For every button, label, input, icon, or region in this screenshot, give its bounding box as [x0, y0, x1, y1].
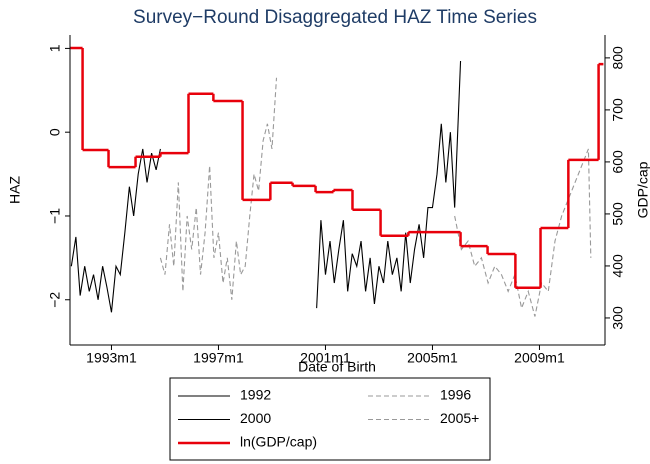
x-axis-label: Date of Birth [298, 359, 376, 375]
y-tick-label: 1 [47, 44, 63, 52]
series-line [70, 148, 161, 313]
y2-tick-label: 500 [610, 202, 626, 226]
y2-axis-label: GDP/cap [635, 161, 650, 218]
x-tick-label: 2009m1 [514, 350, 565, 366]
y-tick-label: 0 [47, 128, 63, 136]
y2-tick-label: 800 [610, 46, 626, 70]
legend-label: 1996 [440, 387, 471, 403]
legend-label: 1992 [240, 387, 271, 403]
y-axis-label: HAZ [7, 176, 23, 204]
x-tick-label: 1997m1 [193, 350, 244, 366]
series-line [159, 77, 278, 300]
x-tick-label: 2001m1 [300, 350, 351, 366]
y-tick-label: −2 [47, 292, 63, 308]
chart-title: Survey−Round Disaggregated HAZ Time Seri… [133, 7, 537, 28]
x-tick-label: 2005m1 [407, 350, 458, 366]
legend-label: 2000 [240, 410, 271, 426]
series-line [316, 60, 462, 309]
y2-tick-label: 400 [610, 254, 626, 278]
series-line [454, 148, 592, 317]
legend-label: ln(GDP/cap) [240, 434, 317, 450]
y-tick-label: −1 [47, 208, 63, 224]
y2-tick-label: 300 [610, 306, 626, 330]
legend-label: 2005+ [440, 410, 479, 426]
x-tick-label: 1993m1 [86, 350, 137, 366]
y2-tick-label: 600 [610, 150, 626, 174]
y2-tick-label: 700 [610, 98, 626, 122]
